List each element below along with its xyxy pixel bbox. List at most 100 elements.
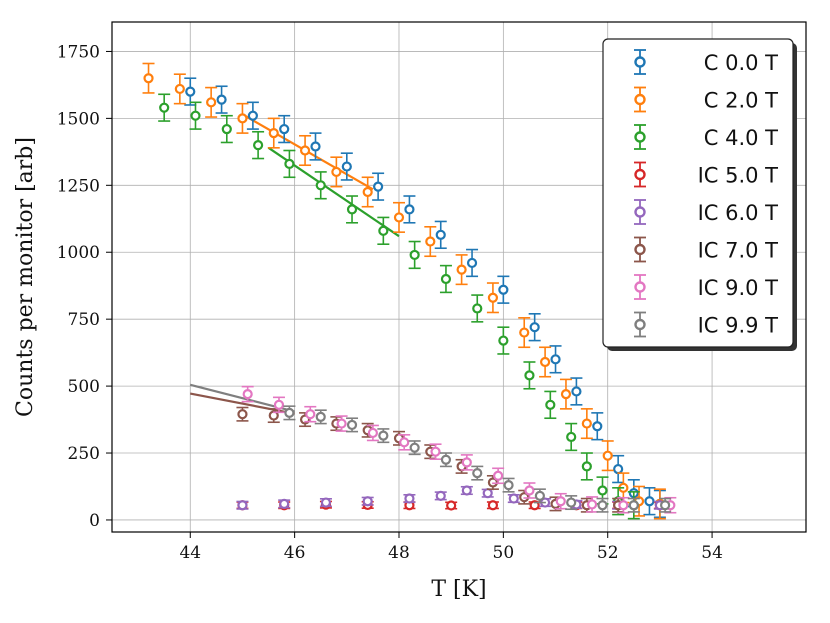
axis-ticks: 44 46 48 50 52 54 0 250 500 750 1000 1250 1500 1750 <box>57 42 723 563</box>
legend: C 0.0 T C 2.0 T C 4.0 T IC 5.0 T IC 6.0 T IC … <box>602 38 797 351</box>
series-ic-9-9-t <box>283 405 672 513</box>
data-point <box>456 264 467 275</box>
data-point <box>503 480 514 491</box>
data-point <box>461 457 472 468</box>
legend-marker <box>634 93 646 106</box>
y-axis-label: Counts per monitor [arb] <box>13 137 38 417</box>
fit-line <box>190 392 295 415</box>
data-point <box>367 427 379 439</box>
legend-item: IC 7.0 T <box>634 236 779 263</box>
data-point <box>315 180 326 191</box>
data-point <box>472 303 483 314</box>
x-tick-label: 44 <box>179 543 201 563</box>
data-point <box>378 430 389 441</box>
data-point <box>550 354 561 365</box>
y-tick-label: 0 <box>89 511 100 531</box>
y-tick-label: 250 <box>68 444 100 464</box>
data-point <box>221 123 232 135</box>
data-point <box>487 500 499 511</box>
data-point <box>461 485 472 496</box>
y-tick-label: 500 <box>68 377 100 397</box>
data-point <box>404 204 415 215</box>
data-point <box>273 399 285 410</box>
data-point <box>393 212 405 223</box>
data-point <box>310 141 321 152</box>
data-point <box>618 500 629 511</box>
x-tick-label: 54 <box>701 543 723 563</box>
data-point <box>268 128 279 139</box>
data-point <box>174 83 185 95</box>
data-point <box>555 496 566 507</box>
data-point <box>472 468 483 479</box>
data-point <box>524 485 535 496</box>
data-point <box>466 257 478 269</box>
legend-marker <box>634 318 646 331</box>
y-tick-label: 1250 <box>57 176 100 196</box>
data-point <box>487 477 499 488</box>
legend-label: IC 6.0 T <box>698 201 779 225</box>
data-point <box>237 409 248 420</box>
legend-label: IC 9.9 T <box>698 314 779 338</box>
data-point <box>435 229 446 240</box>
data-point <box>519 492 530 503</box>
data-point <box>362 496 373 507</box>
legend-label: IC 7.0 T <box>698 239 779 263</box>
data-point <box>399 437 410 448</box>
y-tick-label: 1750 <box>57 42 100 62</box>
data-point <box>440 273 452 285</box>
data-point <box>320 497 332 508</box>
legend-label: IC 9.0 T <box>698 276 779 300</box>
data-point <box>498 335 509 346</box>
legend-marker <box>634 281 646 293</box>
data-point <box>529 322 540 333</box>
data-point <box>660 500 671 511</box>
data-point <box>581 418 592 429</box>
data-point <box>508 493 519 504</box>
legend-box <box>602 38 794 348</box>
legend-item: C 4.0 T <box>634 124 778 150</box>
data-point <box>571 386 582 397</box>
data-point <box>331 166 342 178</box>
data-point <box>592 421 603 432</box>
data-point <box>440 454 452 465</box>
data-point <box>404 493 415 504</box>
data-point <box>482 488 493 499</box>
data-point <box>143 73 154 84</box>
legend-label: C 4.0 T <box>704 126 778 150</box>
legend-marker <box>634 131 646 143</box>
data-point <box>237 500 248 511</box>
data-point <box>284 407 295 418</box>
data-point <box>566 431 577 443</box>
data-point <box>373 181 384 192</box>
legend-label: C 0.0 T <box>704 51 778 75</box>
x-axis-label: T [K] <box>431 577 486 602</box>
data-point <box>336 418 347 429</box>
data-point <box>566 497 577 508</box>
data-point <box>279 498 290 509</box>
data-point <box>315 411 326 422</box>
data-point <box>341 161 352 172</box>
data-point <box>378 225 389 236</box>
data-point <box>435 490 446 501</box>
series-layer <box>142 62 677 520</box>
data-point <box>253 140 264 151</box>
legend-label: C 2.0 T <box>704 89 778 113</box>
data-point <box>242 389 253 400</box>
data-point <box>613 463 624 475</box>
data-point <box>545 399 556 410</box>
plot-frame <box>111 21 807 533</box>
data-point <box>237 113 248 124</box>
legend-marker <box>634 243 646 256</box>
data-point <box>409 442 420 453</box>
y-tick-label: 750 <box>68 310 100 330</box>
data-point <box>159 102 170 113</box>
data-point <box>446 500 457 511</box>
data-point <box>519 327 530 338</box>
data-point <box>190 110 201 121</box>
legend-item: C 2.0 T <box>634 86 778 113</box>
data-point <box>299 145 311 156</box>
data-point <box>597 485 608 496</box>
data-point <box>362 186 373 198</box>
data-point <box>493 470 504 481</box>
